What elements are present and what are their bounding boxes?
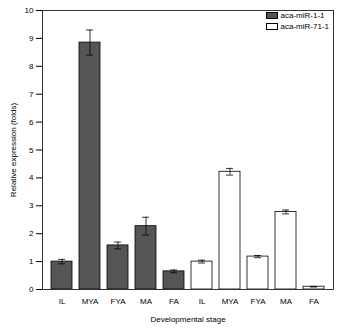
html-text:aca-miR-71-1: aca-miR-71-1	[280, 22, 329, 31]
svg-text:FA: FA	[309, 297, 319, 306]
svg-text:Developmental stage: Developmental stage	[150, 315, 226, 324]
svg-text:10: 10	[25, 6, 34, 15]
svg-text:9: 9	[29, 34, 34, 43]
svg-text:0: 0	[29, 285, 34, 294]
svg-text:MA: MA	[280, 297, 293, 306]
svg-text:Relative expression (folds): Relative expression (folds)	[9, 103, 18, 198]
svg-text:MA: MA	[140, 297, 153, 306]
svg-text:2: 2	[29, 229, 34, 238]
svg-text:1: 1	[29, 257, 34, 266]
svg-text:MYA: MYA	[222, 297, 239, 306]
svg-text:IL: IL	[199, 297, 206, 306]
svg-text:7: 7	[29, 90, 34, 99]
svg-text:MYA: MYA	[82, 297, 99, 306]
svg-text:FYA: FYA	[251, 297, 267, 306]
html-text:aca-miR-1-1: aca-miR-1-1	[280, 11, 325, 20]
svg-text:4: 4	[29, 173, 34, 182]
svg-text:IL: IL	[59, 297, 66, 306]
svg-text:8: 8	[29, 62, 34, 71]
svg-text:6: 6	[29, 118, 34, 127]
svg-text:5: 5	[29, 146, 34, 155]
svg-text:FYA: FYA	[111, 297, 127, 306]
svg-text:3: 3	[29, 201, 34, 210]
svg-text:FA: FA	[169, 297, 179, 306]
